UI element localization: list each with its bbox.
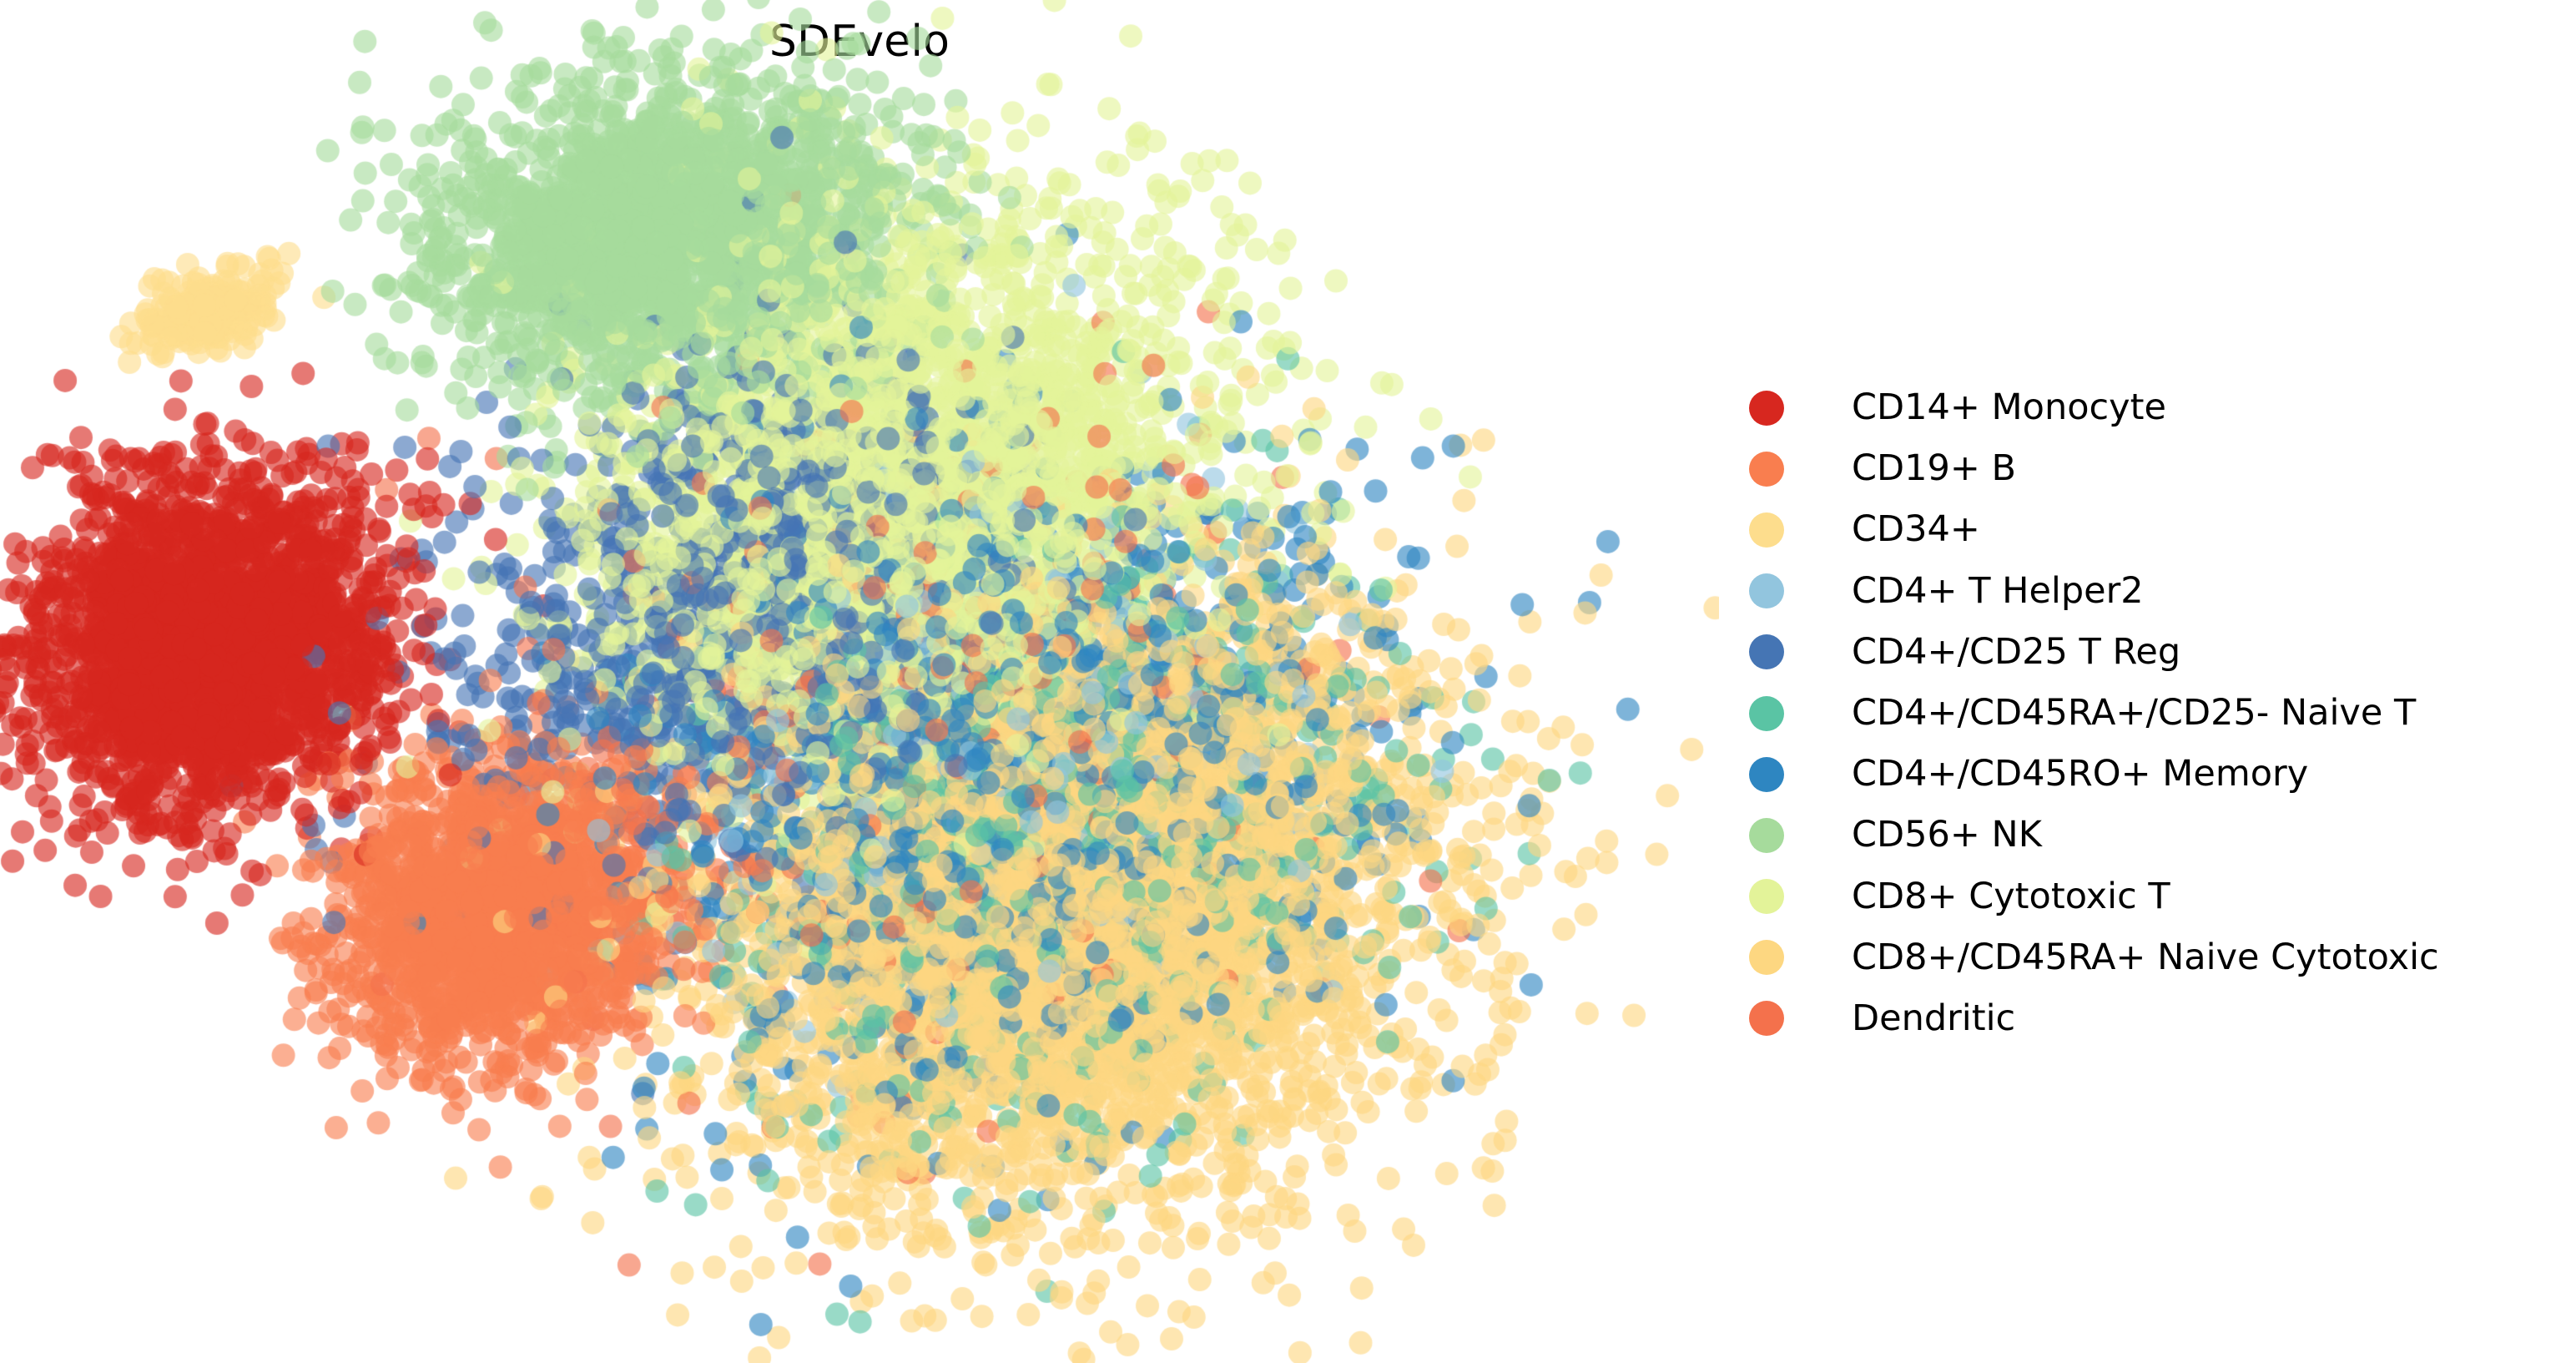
legend-item[interactable]: CD34+ <box>1746 499 2547 560</box>
legend-item-label: Dendritic <box>1852 997 2016 1039</box>
legend-item[interactable]: CD4+/CD45RA+/CD25- Naive T <box>1746 683 2547 744</box>
legend-item-label: CD19+ B <box>1852 447 2017 490</box>
legend-item-label: CD4+/CD45RA+/CD25- Naive T <box>1852 692 2417 735</box>
legend-item-label: CD4+/CD25 T Reg <box>1852 630 2181 673</box>
legend-swatch-icon <box>1749 634 1784 670</box>
legend-swatch-icon <box>1749 695 1784 731</box>
legend-item[interactable]: CD19+ B <box>1746 438 2547 499</box>
legend-swatch-icon <box>1749 879 1784 915</box>
legend-item[interactable]: Dendritic <box>1746 988 2547 1049</box>
legend-item[interactable]: CD4+ T Helper2 <box>1746 561 2547 622</box>
legend-item[interactable]: CD8+/CD45RA+ Naive Cytotoxic <box>1746 927 2547 988</box>
legend-item-label: CD56+ NK <box>1852 814 2042 856</box>
legend-item[interactable]: CD4+/CD25 T Reg <box>1746 622 2547 683</box>
legend-item-label: CD8+ Cytotoxic T <box>1852 875 2170 917</box>
legend-item[interactable]: CD56+ NK <box>1746 805 2547 866</box>
legend-swatch-icon <box>1749 940 1784 976</box>
legend: CD14+ Monocyte CD19+ B CD34+ CD4+ T Helper2… <box>1746 377 2547 1049</box>
legend-item-label: CD34+ <box>1852 508 1980 551</box>
legend-item-label: CD8+/CD45RA+ Naive Cytotoxic <box>1852 936 2439 978</box>
legend-item[interactable]: CD8+ Cytotoxic T <box>1746 866 2547 927</box>
legend-swatch-icon <box>1749 817 1784 853</box>
legend-swatch-icon <box>1749 1001 1784 1037</box>
legend-item-label: CD4+ T Helper2 <box>1852 569 2144 612</box>
legend-swatch-icon <box>1749 390 1784 426</box>
legend-swatch-icon <box>1749 573 1784 609</box>
legend-swatch-icon <box>1749 756 1784 792</box>
legend-swatch-icon <box>1749 451 1784 487</box>
legend-item[interactable]: CD14+ Monocyte <box>1746 377 2547 438</box>
scatter-canvas <box>0 0 1719 1363</box>
legend-item-label: CD4+/CD45RO+ Memory <box>1852 753 2309 795</box>
legend-swatch-icon <box>1749 512 1784 548</box>
legend-item-label: CD14+ Monocyte <box>1852 386 2166 429</box>
legend-item[interactable]: CD4+/CD45RO+ Memory <box>1746 744 2547 805</box>
